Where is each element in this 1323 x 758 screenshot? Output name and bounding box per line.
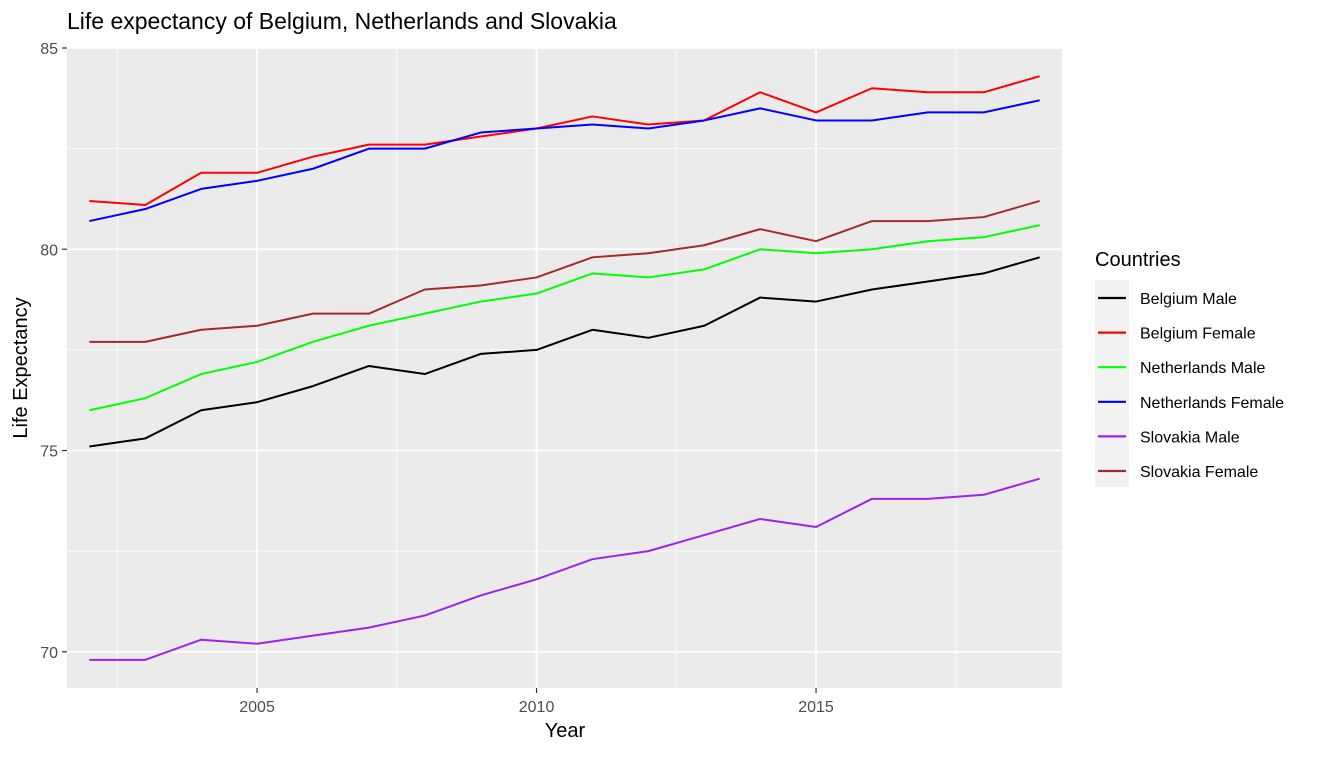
series-lines	[89, 75, 1040, 661]
legend-label: Belgium Female	[1140, 326, 1256, 343]
series-line-netherlands-male	[89, 224, 1040, 412]
x-tick-label: 2005	[239, 699, 275, 716]
y-tick-label: 85	[40, 41, 58, 58]
y-axis: 70 75 80 85	[40, 41, 67, 662]
y-tick-label: 70	[40, 645, 58, 662]
legend-label: Slovakia Female	[1140, 464, 1258, 481]
legend-label: Belgium Male	[1140, 291, 1237, 308]
series-line-netherlands-female	[89, 99, 1040, 223]
x-axis-label: Year	[545, 720, 586, 742]
legend: Countries Belgium Male Belgium Female Neth…	[1095, 249, 1284, 487]
y-tick-label: 75	[40, 444, 58, 461]
y-tick-label: 80	[40, 242, 58, 259]
y-axis-label: Life Expectancy	[10, 297, 32, 438]
plot-panel	[67, 48, 1062, 688]
minor-gridlines	[67, 48, 1062, 688]
series-line-belgium-male	[89, 256, 1040, 448]
legend-label: Slovakia Male	[1140, 429, 1240, 446]
series-line-slovakia-female	[89, 199, 1040, 343]
legend-key-background	[1095, 280, 1129, 487]
x-tick-label: 2010	[519, 699, 555, 716]
legend-label: Netherlands Male	[1140, 360, 1266, 377]
series-line-belgium-female	[89, 75, 1040, 206]
legend-items: Belgium Male Belgium Female Netherlands Ma…	[1098, 291, 1284, 481]
series-line-slovakia-male	[89, 477, 1040, 661]
x-axis: 2005 2010 2015	[239, 688, 834, 716]
legend-title: Countries	[1095, 249, 1181, 271]
chart-title: Life expectancy of Belgium, Netherlands …	[67, 8, 617, 34]
x-tick-label: 2015	[798, 699, 834, 716]
major-gridlines	[67, 47, 1062, 688]
legend-label: Netherlands Female	[1140, 395, 1284, 412]
